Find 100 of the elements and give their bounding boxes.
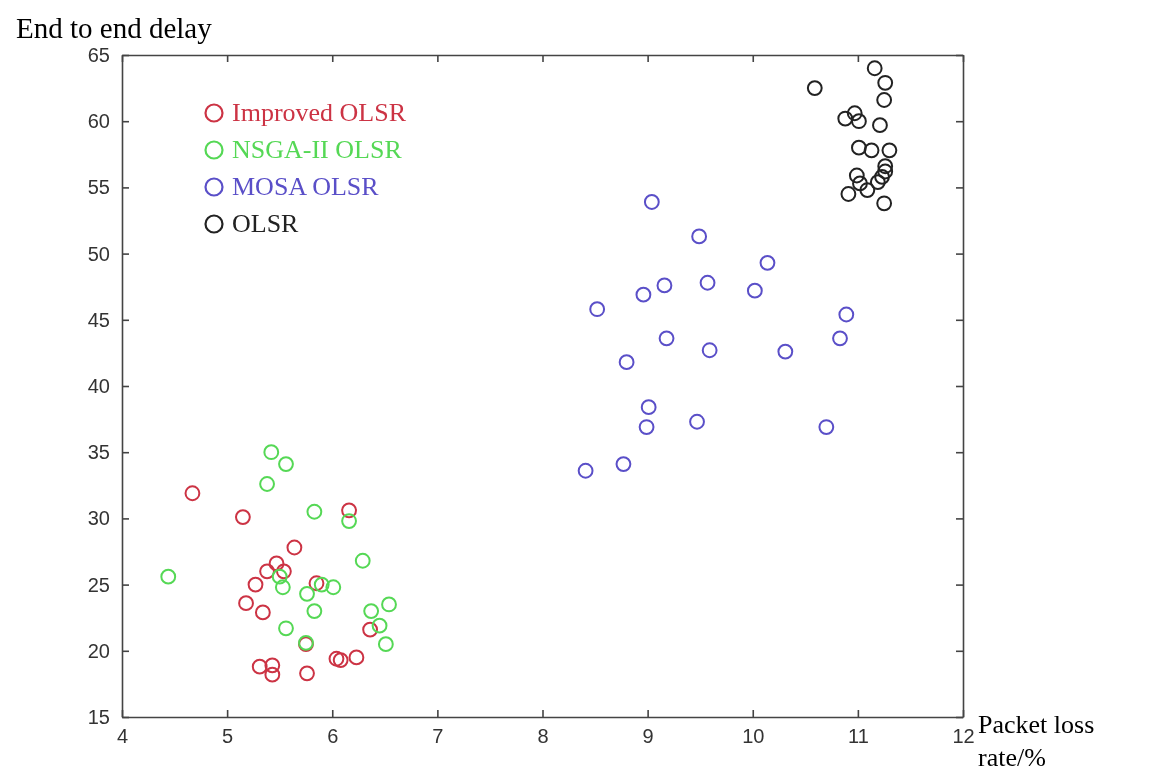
y-tick-label: 45: [87, 308, 110, 331]
point: [362, 621, 379, 638]
point: [264, 666, 281, 683]
point: [851, 139, 867, 156]
point: [689, 413, 705, 430]
y-tick-label: 30: [87, 507, 110, 530]
legend-label: OLSR: [232, 209, 300, 238]
point: [832, 330, 848, 347]
point: [848, 167, 865, 184]
point: [643, 194, 660, 210]
point: [308, 575, 325, 592]
point: [259, 563, 275, 580]
y-tick-label: 50: [87, 242, 110, 265]
point: [299, 585, 315, 602]
x-tick-label: 4: [116, 725, 129, 748]
point: [869, 174, 886, 190]
point: [615, 456, 632, 473]
point: [341, 513, 357, 529]
point: [354, 552, 371, 569]
x-tick-label: 6: [327, 725, 339, 748]
point: [759, 254, 776, 271]
point: [638, 419, 655, 435]
point: [577, 462, 594, 479]
point: [658, 330, 675, 347]
y-tick-label: 15: [87, 705, 110, 728]
point: [876, 92, 893, 108]
point: [746, 282, 763, 299]
point: [278, 456, 294, 473]
point: [866, 60, 883, 77]
point: [777, 343, 794, 360]
point: [656, 277, 673, 294]
point: [238, 595, 254, 612]
point: [818, 419, 835, 435]
point: [264, 657, 281, 674]
y-tick-label: 20: [87, 639, 110, 662]
point: [377, 636, 394, 653]
point: [363, 603, 380, 619]
point: [699, 274, 716, 291]
y-tick-label: 40: [87, 374, 110, 397]
point: [341, 502, 357, 519]
point: [299, 665, 315, 682]
y-tick-label: 60: [87, 110, 110, 133]
point: [851, 113, 867, 130]
point: [381, 596, 397, 613]
point: [589, 301, 606, 318]
y-tick-label: 55: [87, 176, 110, 199]
point: [332, 652, 349, 668]
point: [313, 576, 330, 593]
point: [876, 195, 893, 212]
x-tick-label: 8: [537, 725, 549, 748]
point: [852, 175, 868, 192]
point: [838, 306, 855, 323]
point: [837, 110, 854, 127]
point: [306, 603, 323, 619]
legend-label: NSGA-II OLSR: [232, 135, 403, 164]
point: [254, 604, 271, 621]
x-tick-label: 12: [952, 725, 975, 748]
point: [184, 485, 201, 502]
legend-label: MOSA OLSR: [232, 172, 380, 201]
point: [877, 163, 894, 180]
y-tick-label: 35: [87, 441, 110, 464]
point: [640, 399, 657, 416]
legend-label: Improved OLSR: [232, 98, 407, 127]
point: [877, 158, 894, 175]
point: [278, 620, 294, 637]
point: [271, 568, 288, 585]
point: [840, 186, 857, 202]
point: [846, 105, 863, 122]
point: [286, 539, 303, 556]
point: [701, 342, 718, 359]
y-tick-label: 25: [87, 573, 110, 596]
point: [259, 476, 275, 492]
point: [863, 142, 880, 159]
x-tick-label: 11: [847, 725, 869, 748]
point: [371, 617, 388, 634]
point: [160, 568, 177, 585]
point: [806, 80, 823, 96]
x-tick-label: 5: [222, 725, 234, 748]
x-axis-title: Packet loss rate/%: [978, 710, 1095, 772]
x-tick-label: 9: [642, 725, 654, 748]
point: [234, 509, 251, 525]
point: [618, 354, 635, 371]
point: [691, 228, 708, 245]
point: [877, 74, 894, 91]
point: [263, 444, 280, 461]
y-axis-title: End to end delay: [16, 12, 213, 44]
point: [874, 168, 890, 185]
point: [274, 579, 291, 596]
point: [859, 182, 876, 198]
point: [328, 650, 345, 667]
point: [275, 563, 292, 580]
y-tick-label: 65: [87, 43, 110, 66]
point: [268, 555, 285, 572]
point: [348, 649, 365, 666]
point: [635, 286, 652, 303]
point: [872, 117, 888, 134]
point: [306, 503, 323, 520]
point: [251, 658, 268, 675]
point: [881, 142, 898, 159]
x-tick-label: 7: [432, 725, 444, 748]
